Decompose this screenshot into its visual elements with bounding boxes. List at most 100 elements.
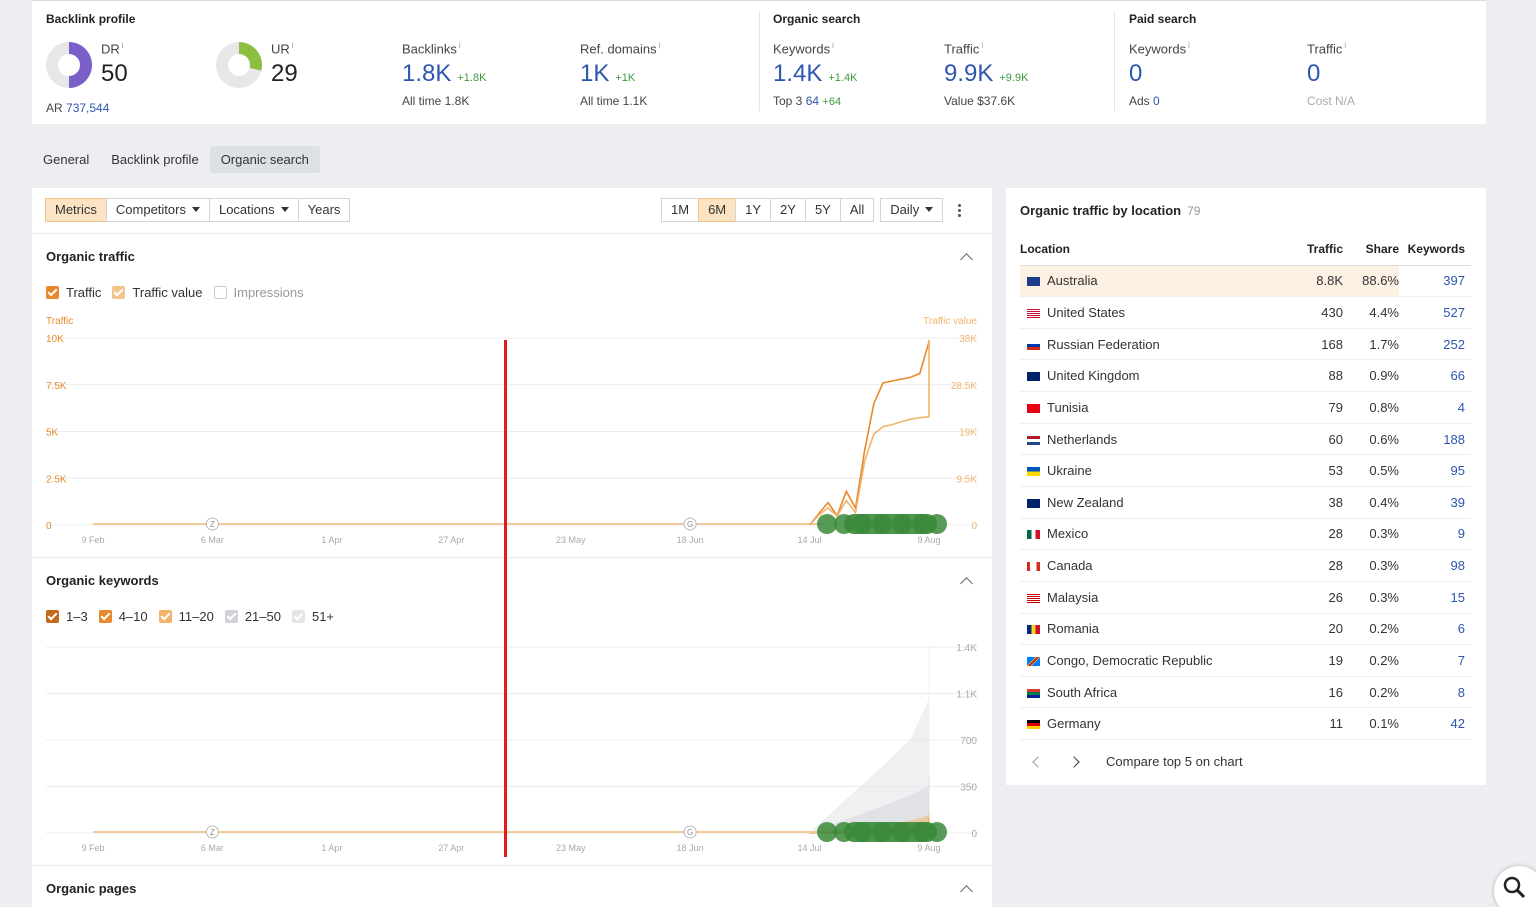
competitors-dropdown[interactable]: Competitors (105, 198, 210, 222)
range-5y-button[interactable]: 5Y (804, 198, 841, 222)
organic-traffic-chart[interactable]: Traffic Traffic value 0 0 2.5K 9.5K 5K 19K 7.5K 2… (32, 308, 992, 553)
paid-keywords-metric[interactable]: Keywords i 0 Ads 0 (1129, 41, 1190, 108)
range-1m-button[interactable]: 1M (661, 198, 700, 222)
location-row[interactable]: Congo, Democratic Republic 19 0.2% 7 (1020, 644, 1471, 677)
location-row[interactable]: Romania 20 0.2% 6 (1020, 613, 1471, 646)
annotation-marker (205, 517, 219, 531)
organic-traffic-value[interactable]: 9.9K (944, 60, 994, 88)
country-keywords[interactable]: 66 (1399, 359, 1471, 393)
country-keywords[interactable]: 39 (1399, 486, 1471, 519)
pos-11-20-checkbox[interactable]: 11–20 (158, 609, 214, 624)
location-row[interactable]: South Africa 16 0.2% 8 (1020, 676, 1471, 709)
ref-domains-metric[interactable]: Ref. domains i 1K +1K All time 1.1K (580, 41, 660, 108)
paid-traffic-value[interactable]: 0 (1307, 60, 1321, 88)
interval-dropdown[interactable]: Daily (880, 198, 944, 222)
organic-keywords-value[interactable]: 1.4K (773, 60, 823, 88)
ref-domains-value[interactable]: 1K (580, 60, 610, 88)
col-share[interactable]: Share (1343, 234, 1399, 266)
info-icon[interactable]: i (121, 41, 124, 50)
country-keywords[interactable]: 42 (1399, 707, 1471, 741)
search-fab[interactable] (1494, 866, 1536, 907)
organic-traffic-metric[interactable]: Traffic i 9.9K +9.9K Value $37.6K (944, 41, 1028, 108)
tab-organic-search[interactable]: Organic search (209, 146, 320, 173)
ur-metric[interactable]: UR i 29 (271, 41, 298, 88)
organic-keywords-metric[interactable]: Keywords i 1.4K +1.4K Top 3 64 +64 (773, 41, 857, 108)
info-icon[interactable]: i (291, 41, 294, 50)
collapse-chevron-icon[interactable] (960, 885, 973, 898)
traffic-by-location-card: Organic traffic by location 79 Location T… (1006, 188, 1486, 785)
location-row[interactable]: United States 430 4.4% 527 (1020, 296, 1471, 329)
years-button[interactable]: Years (297, 198, 351, 222)
col-keywords[interactable]: Keywords (1399, 234, 1471, 266)
country-keywords[interactable]: 95 (1399, 454, 1471, 487)
tab-backlink-profile[interactable]: Backlink profile (111, 152, 199, 167)
pos-1-3-checkbox[interactable]: 1–3 (46, 609, 88, 624)
location-row[interactable]: Ukraine 53 0.5% 95 (1020, 454, 1471, 487)
range-2y-button[interactable]: 2Y (770, 198, 806, 222)
prev-page-icon[interactable] (1032, 755, 1044, 768)
x-tick-label: 18 Jun (677, 535, 704, 545)
location-row[interactable]: United Kingdom 88 0.9% 66 (1020, 359, 1471, 393)
traffic-value-checkbox[interactable]: Traffic value (112, 285, 203, 300)
location-row[interactable]: Canada 28 0.3% 98 (1020, 549, 1471, 582)
pos-51-plus-checkbox[interactable]: 51+ (291, 609, 334, 624)
range-all-button[interactable]: All (839, 198, 875, 222)
country-keywords[interactable]: 98 (1399, 549, 1471, 582)
country-keywords[interactable]: 252 (1399, 328, 1471, 361)
metrics-button[interactable]: Metrics (45, 198, 107, 222)
backlinks-all-time: All time 1.8K (402, 94, 470, 109)
impressions-checkbox[interactable]: Impressions (213, 285, 304, 300)
dr-metric[interactable]: DR i 50 (101, 41, 128, 88)
caret-down-icon (925, 207, 934, 212)
next-page-icon[interactable] (1068, 755, 1080, 768)
pos-1-3-label: 1–3 (66, 609, 88, 624)
location-row[interactable]: Australia 8.8K 88.6% 397 (1020, 265, 1471, 298)
collapse-chevron-icon[interactable] (960, 253, 973, 266)
country-keywords[interactable]: 397 (1399, 265, 1471, 298)
location-row[interactable]: Russian Federation 168 1.7% 252 (1020, 328, 1471, 361)
country-keywords[interactable]: 6 (1399, 613, 1471, 646)
location-row[interactable]: Germany 11 0.1% 42 (1020, 707, 1471, 741)
info-icon[interactable]: i (1188, 41, 1190, 50)
paid-traffic-metric[interactable]: Traffic i 0 Cost N/A (1307, 41, 1355, 108)
ar-value[interactable]: 737,544 (66, 101, 110, 115)
country-keywords[interactable]: 9 (1399, 518, 1471, 551)
locations-dropdown[interactable]: Locations (208, 198, 299, 222)
pos-21-50-checkbox[interactable]: 21–50 (224, 609, 281, 624)
backlinks-value[interactable]: 1.8K (402, 60, 452, 88)
range-6m-button[interactable]: 6M (698, 198, 737, 222)
info-icon[interactable]: i (832, 41, 834, 50)
range-1y-button[interactable]: 1Y (735, 198, 772, 222)
paid-search-title: Paid search (1129, 12, 1197, 26)
organic-keywords-chart[interactable]: 0 350 700 1.1K 1.4K 9 Feb 6 Mar 1 Apr 27 Apr 23 M… (32, 633, 992, 863)
country-keywords[interactable]: 15 (1399, 581, 1471, 614)
collapse-chevron-icon[interactable] (960, 577, 973, 590)
country-keywords[interactable]: 4 (1399, 391, 1471, 424)
location-row[interactable]: Tunisia 79 0.8% 4 (1020, 391, 1471, 424)
country-keywords[interactable]: 7 (1399, 644, 1471, 677)
location-row[interactable]: Netherlands 60 0.6% 188 (1020, 423, 1471, 456)
location-row[interactable]: New Zealand 38 0.4% 39 (1020, 486, 1471, 519)
info-icon[interactable]: i (658, 41, 661, 50)
pos-4-10-checkbox[interactable]: 4–10 (98, 609, 148, 624)
col-traffic[interactable]: Traffic (1273, 234, 1343, 266)
location-row[interactable]: Mexico 28 0.3% 9 (1020, 518, 1471, 551)
ads-value[interactable]: 0 (1153, 94, 1160, 109)
col-location[interactable]: Location (1020, 234, 1273, 266)
traffic-checkbox[interactable]: Traffic (46, 285, 101, 300)
y-right-tick-label: 19K (959, 428, 977, 439)
paid-keywords-value[interactable]: 0 (1129, 60, 1143, 88)
location-row[interactable]: Malaysia 26 0.3% 15 (1020, 581, 1471, 614)
organic-traffic-label: Traffic (944, 41, 980, 57)
country-keywords[interactable]: 527 (1399, 296, 1471, 329)
tab-general[interactable]: General (43, 152, 90, 167)
top3-value[interactable]: 64 (805, 94, 820, 109)
info-icon[interactable]: i (981, 41, 984, 50)
country-keywords[interactable]: 188 (1399, 423, 1471, 456)
compare-top5-link[interactable]: Compare top 5 on chart (1106, 754, 1243, 769)
country-keywords[interactable]: 8 (1399, 676, 1471, 709)
more-options-icon[interactable] (958, 204, 962, 219)
info-icon[interactable]: i (1344, 41, 1347, 50)
info-icon[interactable]: i (458, 41, 461, 50)
backlinks-metric[interactable]: Backlinks i 1.8K +1.8K All time 1.8K (402, 41, 486, 108)
